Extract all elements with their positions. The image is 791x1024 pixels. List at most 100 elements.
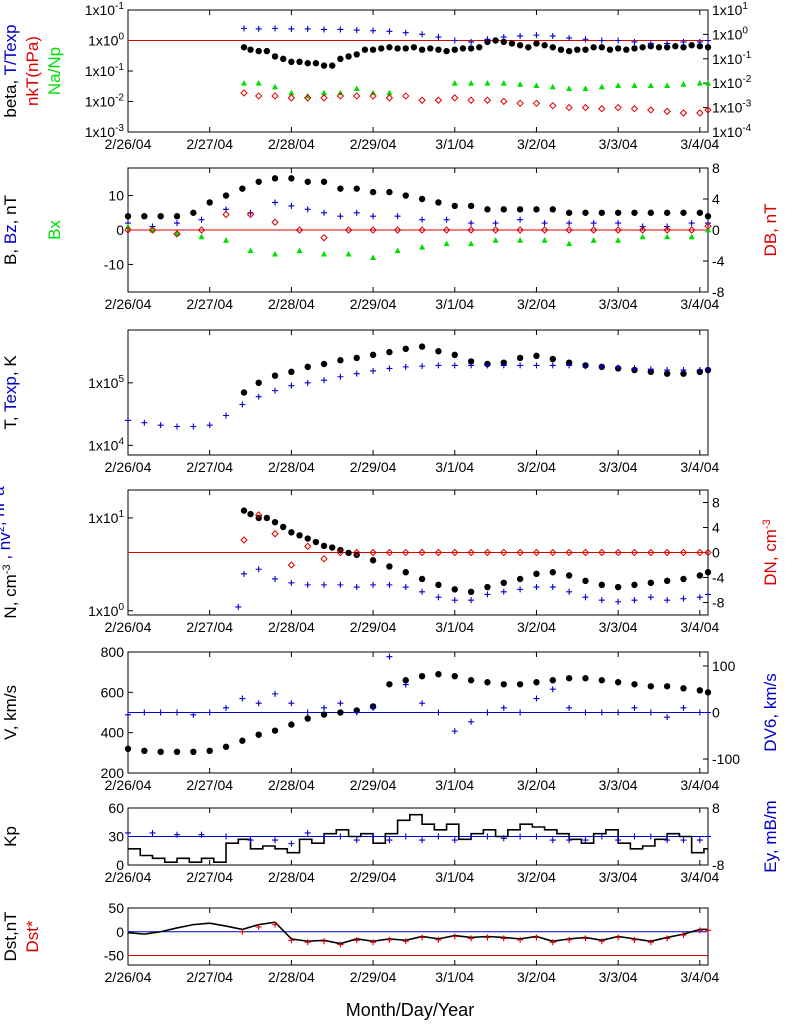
data-point [516,681,524,688]
x-tick-label: 2/28/04 [268,296,315,312]
data-point [451,37,458,44]
x-tick-label: 2/28/04 [268,869,315,885]
y2-tick-label: 0 [712,705,720,721]
data-point [385,548,394,557]
data-point [386,581,393,588]
data-point [705,927,711,934]
data-point [434,96,443,104]
x-tick-label: 2/29/04 [350,136,397,152]
data-point [353,51,360,58]
x-tick-label: 2/27/04 [186,296,233,312]
y-tick-label: 1x10-2 [85,93,125,110]
y-tick-label: 400 [101,725,125,741]
x-tick-label: 3/4/04 [680,296,719,312]
data-point [664,714,671,721]
series-2 [125,829,711,847]
data-point [517,833,524,840]
data-point [157,748,164,756]
y2-tick-label: -8 [712,284,725,300]
data-point [598,833,605,840]
x-tick-label: 3/4/04 [680,619,719,635]
data-point [435,46,442,53]
x-tick-label: 2/28/04 [268,136,315,152]
data-point [272,250,279,257]
data-point [468,220,475,227]
data-point [149,829,156,836]
data-point [320,62,328,69]
series-line [127,921,708,945]
data-point [386,44,393,51]
data-point [680,704,687,711]
axis-label-part: , nPa [0,486,8,526]
tick-exponent: 0 [118,602,124,613]
data-point [541,220,548,227]
data-point [386,188,393,196]
data-point [680,595,687,602]
axis-label-part: -3 [1,564,13,574]
data-point [549,44,556,51]
data-point [467,548,475,557]
data-point [582,594,589,601]
series-1 [128,813,708,863]
data-point [320,360,328,368]
data-point [435,936,442,943]
data-point [255,566,262,573]
data-point [663,44,671,51]
data-point [549,584,556,591]
data-point [516,226,524,234]
data-point [247,46,254,53]
data-point [687,226,696,234]
data-point [500,38,507,46]
data-point [141,213,148,220]
data-point [255,25,262,32]
data-point [263,514,271,522]
data-point [468,833,475,840]
data-point [402,192,409,199]
x-tick-label: 2/26/04 [105,136,152,152]
data-point [443,216,450,223]
data-point [549,548,557,557]
data-point [467,202,475,210]
axis-label-part: nkT(nPa) [23,36,42,106]
y-tick-label: 1x104 [88,436,124,453]
data-point [418,575,426,583]
data-point [598,83,605,90]
data-point [288,58,295,66]
data-point [272,83,279,90]
y-axis-label-3: Na/Np [45,47,64,95]
data-point [255,80,262,86]
data-point [680,685,687,692]
data-point [174,831,181,838]
data-point [705,709,711,716]
data-point [468,935,475,942]
data-point [696,109,704,117]
y-tick-label: 1x100 [88,32,124,49]
y-tick-label: -50 [104,948,124,964]
data-point [239,695,246,702]
data-point [320,94,328,102]
data-point [565,226,573,234]
data-point [688,42,695,49]
x-tick-label: 3/4/04 [680,969,719,985]
data-point [320,178,328,185]
data-point [271,53,279,60]
y-axis-label-2: Dst* [23,920,42,953]
data-point [598,105,606,113]
data-point [435,709,442,716]
data-point [582,363,589,370]
data-point [688,220,695,227]
data-point [304,178,311,185]
x-tick-label: 3/4/04 [680,136,719,152]
data-point [402,548,410,557]
plot-frame [127,9,709,133]
tick-exponent: -1 [742,50,751,61]
data-point [271,518,279,526]
data-point [566,704,573,711]
y2-tick-label: -4 [712,253,725,269]
data-point [394,213,401,220]
x-tick-label: 3/2/04 [517,777,556,793]
data-point [418,673,426,680]
data-point [304,829,311,836]
y2-tick-label: 0 [712,545,720,561]
axis-label-part: Bx [45,220,64,240]
